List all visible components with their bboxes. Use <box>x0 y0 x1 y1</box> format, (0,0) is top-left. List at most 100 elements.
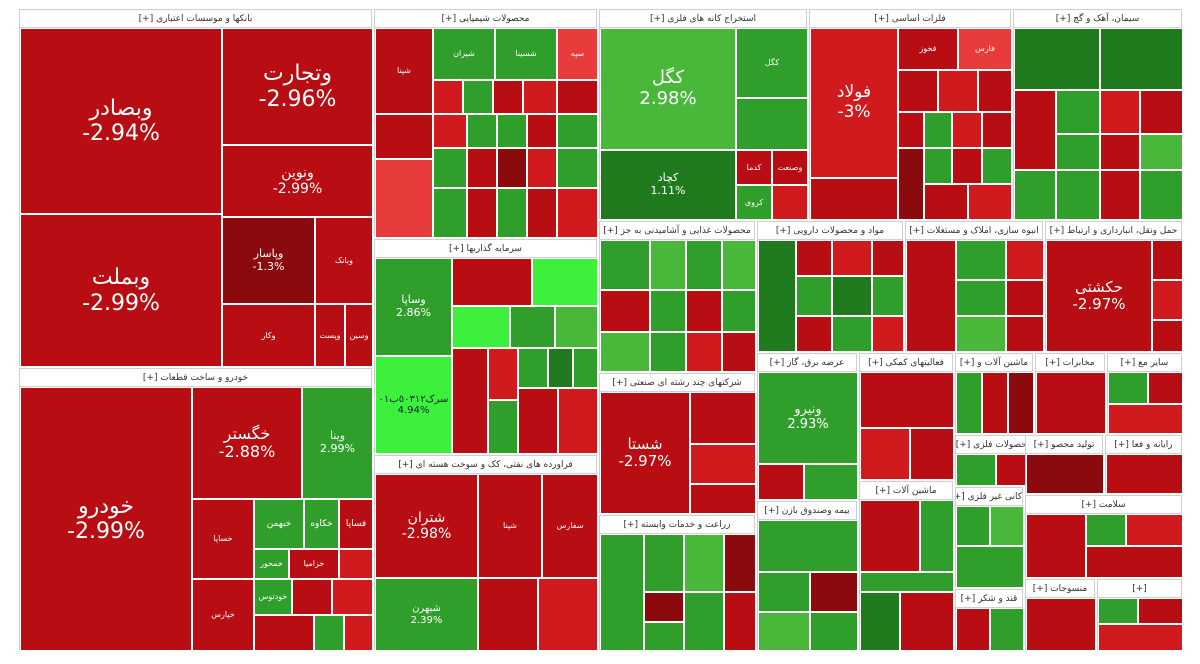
tile-small[interactable] <box>796 240 832 276</box>
tile-small[interactable] <box>375 159 433 238</box>
tile-small[interactable] <box>600 290 650 332</box>
tile-small[interactable] <box>978 70 1012 112</box>
tile-small[interactable] <box>1098 624 1183 651</box>
tile-khzamia[interactable]: خزامیا <box>289 549 339 579</box>
tile-small[interactable] <box>527 114 557 148</box>
sector-header-invest[interactable]: سرمایه گذاریها [+] <box>375 240 596 258</box>
tile-small[interactable] <box>990 506 1024 546</box>
tile-small[interactable] <box>1140 170 1183 220</box>
sector-header-misc4[interactable]: تولید محصو [+] <box>1026 436 1102 454</box>
tile-small[interactable] <box>548 348 573 388</box>
tile-small[interactable] <box>314 615 344 651</box>
tile-fkhuz[interactable]: فخوز <box>898 28 958 70</box>
tile-small[interactable] <box>1006 240 1044 280</box>
tile-shpna[interactable]: شپنا <box>375 28 433 114</box>
tile-vbmellat[interactable]: وبملت -2.99% <box>20 214 222 367</box>
tile-small[interactable] <box>493 80 523 114</box>
sector-header-misc7[interactable]: سلامت [+] <box>1026 496 1181 514</box>
tile-vbsadr[interactable]: وبصادر -2.94% <box>20 28 222 214</box>
tile-small[interactable] <box>956 240 1006 280</box>
tile-small[interactable] <box>722 240 756 290</box>
tile-small[interactable] <box>956 372 982 434</box>
tile-small[interactable] <box>1126 514 1183 546</box>
tile-small[interactable] <box>956 506 990 546</box>
tile-kdma[interactable]: کدما <box>736 150 772 185</box>
sector-header-power[interactable]: عرضه برق، گاز [+] <box>758 354 856 372</box>
sector-header-misc6[interactable]: [+] <box>1098 580 1181 598</box>
tile-small[interactable] <box>724 592 756 651</box>
tile-small[interactable] <box>532 258 598 306</box>
tile-small[interactable] <box>900 592 954 651</box>
tile-small[interactable] <box>523 80 557 114</box>
tile-small[interactable] <box>1036 372 1106 434</box>
tile-small[interactable] <box>1140 90 1183 134</box>
tile-small[interactable] <box>860 372 954 428</box>
tile-small[interactable] <box>898 148 924 220</box>
tile-vbank[interactable]: وبانک <box>315 217 373 304</box>
tile-small[interactable] <box>518 348 548 388</box>
tile-small[interactable] <box>982 112 1012 148</box>
tile-small[interactable] <box>722 332 756 372</box>
tile-khmoehr[interactable]: خمحور <box>254 549 289 579</box>
tile-vnovin[interactable]: ونوین -2.99% <box>222 145 373 217</box>
tile-small[interactable] <box>1086 514 1126 546</box>
tile-small[interactable] <box>538 578 598 651</box>
tile-kchad[interactable]: کچاد 1.11% <box>600 150 736 220</box>
sector-header-insurance[interactable]: بیمه وصندوق بازن [+] <box>758 502 856 520</box>
tile-small[interactable] <box>1006 316 1044 352</box>
tile-small[interactable] <box>956 546 1024 588</box>
tile-small[interactable] <box>910 428 954 480</box>
sector-header-mining[interactable]: استخراج کانه های فلزی [+] <box>600 10 806 28</box>
tile-small[interactable] <box>796 276 832 316</box>
sector-header-computer[interactable]: فعالیتهای کمکی [+] <box>860 354 952 372</box>
tile-small[interactable] <box>956 454 996 486</box>
tile-kgol[interactable]: کگل 2.98% <box>600 28 736 150</box>
sector-header-rent[interactable]: انبوه سازی، املاک و مستغلات [+] <box>906 222 1042 240</box>
tile-khodtoos[interactable]: خودتوس <box>254 579 292 615</box>
tile-petro-a[interactable]: شپنا <box>478 474 542 578</box>
tile-small[interactable] <box>452 306 510 348</box>
tile-small[interactable] <box>1014 170 1056 220</box>
tile-small[interactable] <box>557 114 598 148</box>
tile-hkeshti[interactable]: حکشتی -2.97% <box>1046 240 1152 352</box>
tile-small[interactable] <box>686 240 722 290</box>
tile-small[interactable] <box>467 148 497 188</box>
tile-khteraz[interactable]: خپارس <box>192 579 254 651</box>
tile-small[interactable] <box>518 388 558 454</box>
tile-small[interactable] <box>557 188 598 238</box>
tile-small[interactable] <box>956 280 1006 316</box>
tile-small[interactable] <box>684 592 724 651</box>
tile-small[interactable] <box>898 70 938 112</box>
tile-vpasar[interactable]: وپاسار -1.3% <box>222 217 315 304</box>
tile-shbehran[interactable]: شبهرن 2.39% <box>375 578 478 651</box>
tile-vsanat[interactable]: وصنعت <box>772 150 808 185</box>
tile-small[interactable] <box>1026 454 1104 494</box>
tile-vina[interactable]: وینا 2.99% <box>302 387 373 499</box>
tile-khsapa[interactable]: خساپا <box>192 499 254 579</box>
tile-kroui[interactable]: کروی <box>736 185 772 220</box>
tile-small[interactable] <box>650 240 686 290</box>
tile-small[interactable] <box>555 306 598 348</box>
tile-small[interactable] <box>924 184 968 220</box>
tile-small[interactable] <box>1014 90 1056 170</box>
tile-khkhavar[interactable]: خکاوه <box>304 499 339 549</box>
tile-small[interactable] <box>497 114 527 148</box>
sector-header-misc2[interactable]: رایانه و فعا [+] <box>1106 436 1181 454</box>
sector-header-textile[interactable]: منسوجات [+] <box>1026 580 1094 598</box>
tile-vniro[interactable]: ونیرو 2.93% <box>758 372 858 464</box>
tile-small[interactable] <box>982 372 1008 434</box>
tile-small[interactable] <box>810 178 898 220</box>
tile-small[interactable] <box>1056 170 1100 220</box>
sector-header-telecom[interactable]: مخابرات [+] <box>1036 354 1104 372</box>
tile-small[interactable] <box>1008 372 1034 434</box>
tile-small[interactable] <box>452 258 532 306</box>
sector-header-petro[interactable]: فراورده های نفتی، کک و سوخت هسته ای [+] <box>375 456 596 474</box>
tile-ssak[interactable]: سرک٥٠٣١٢ب٠١ 4.94% <box>375 356 452 454</box>
tile-small[interactable] <box>832 240 872 276</box>
tile-small[interactable] <box>463 80 493 114</box>
tile-small[interactable] <box>736 98 808 150</box>
tile-vkar[interactable]: وکار <box>222 304 315 367</box>
tile-shiran[interactable]: شیران <box>433 28 495 80</box>
tile-small[interactable] <box>952 112 982 148</box>
tile-small[interactable] <box>990 608 1024 651</box>
